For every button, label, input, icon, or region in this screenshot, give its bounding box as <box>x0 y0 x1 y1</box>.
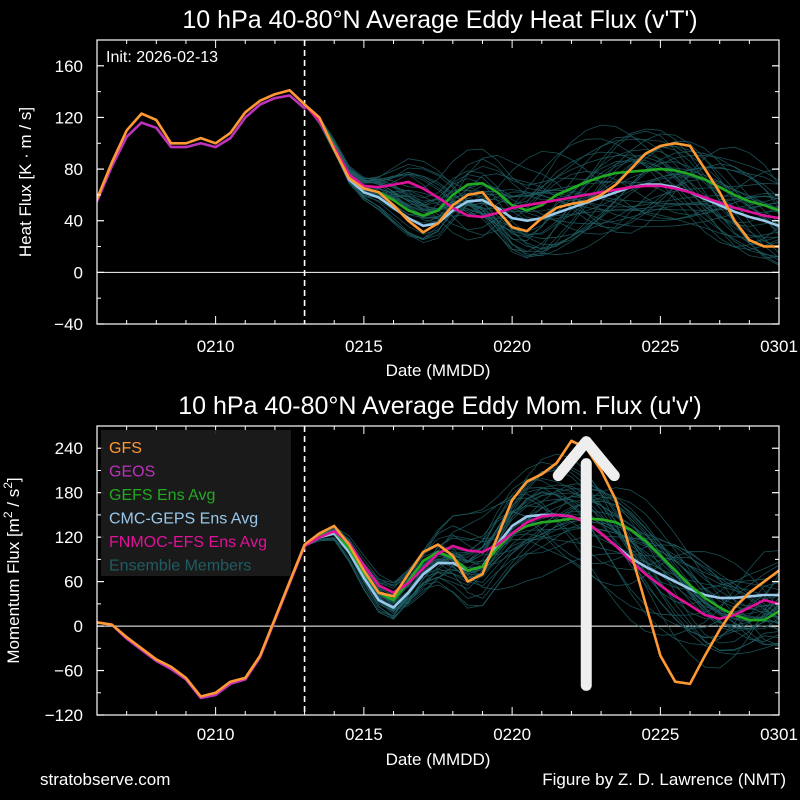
ensemble-member-line <box>304 486 779 613</box>
chart-panel-1: 10 hPa 40-80°N Average Eddy Heat Flux (v… <box>16 6 798 380</box>
ensemble-member-line <box>304 496 779 646</box>
x-tick-label: 0210 <box>197 337 235 356</box>
x-tick-label: 0301 <box>760 725 798 744</box>
y-tick-label: 240 <box>55 439 83 458</box>
ensemble-member-line <box>304 493 779 625</box>
plot-area <box>97 426 779 715</box>
y-tick-label: 120 <box>55 528 83 547</box>
ensemble-member-line <box>304 517 779 633</box>
series-line-geos <box>97 94 306 203</box>
series-line-gfs <box>97 89 779 248</box>
chart-title: 10 hPa 40-80°N Average Eddy Heat Flux (v… <box>182 6 697 34</box>
ensemble-member-line <box>304 461 779 651</box>
legend: GFS GEOS GEFS Ens Avg CMC-GEPS Ens Avg FNMOC… <box>101 430 291 576</box>
y-tick-label: −60 <box>54 662 83 681</box>
ensemble-member-line <box>304 104 779 236</box>
y-axis-label: Momentum Flux [m2 / s2] <box>1 477 23 663</box>
series-line-fnmoc-efs-ens-avg <box>303 513 779 621</box>
ensemble-member-line <box>304 468 779 639</box>
axes-frame <box>96 425 780 716</box>
y-tick-label: −120 <box>45 706 83 725</box>
x-tick-label: 0210 <box>197 725 235 744</box>
series-line-gfs <box>97 439 779 698</box>
ensemble-member-line <box>304 500 779 629</box>
ensemble-member-line <box>304 104 779 248</box>
init-annotation: Init: 2026-02-13 <box>106 49 218 66</box>
ensemble-member-line <box>304 478 779 629</box>
y-tick-label: 60 <box>64 573 83 592</box>
ensemble-member-line <box>304 487 779 613</box>
y-tick-label: 40 <box>64 212 83 231</box>
legend-entry: FNMOC-EFS Ens Avg <box>109 534 267 551</box>
ensemble-member-line <box>304 104 779 258</box>
y-tick-label: 0 <box>74 617 83 636</box>
ensemble-member-line <box>304 466 779 652</box>
footer-credit: Figure by Z. D. Lawrence (NMT) <box>542 770 786 789</box>
series-line-fnmoc-efs-ens-avg <box>303 103 779 220</box>
ensemble-member-line <box>304 104 779 261</box>
legend-box <box>101 430 291 576</box>
ensemble-member-line <box>304 104 779 212</box>
ensemble-member-line <box>304 104 779 215</box>
y-tick-label: 0 <box>74 263 83 282</box>
legend-entry: CMC-GEPS Ens Avg <box>109 511 258 528</box>
plot-area <box>97 40 779 324</box>
x-tick-label: 0225 <box>641 725 679 744</box>
y-tick-label: 160 <box>55 57 83 76</box>
ensemble-member-line <box>304 526 779 613</box>
y-tick-label: 180 <box>55 484 83 503</box>
ensemble-member-line <box>304 515 779 626</box>
x-tick-label: 0225 <box>641 337 679 356</box>
y-tick-label: −40 <box>54 315 83 334</box>
ensemble-member-line <box>304 478 779 655</box>
axes-frame <box>96 39 780 325</box>
x-tick-label: 0215 <box>345 725 383 744</box>
ensemble-member-line <box>304 104 779 235</box>
ensemble-member-line <box>304 104 779 266</box>
x-tick-label: 0220 <box>493 725 531 744</box>
legend-entry: GFS <box>109 440 142 457</box>
x-tick-label: 0301 <box>760 337 798 356</box>
y-axis-label: Heat Flux [K · m / s] <box>16 107 35 257</box>
chart-panel-2: 10 hPa 40-80°N Average Eddy Mom. Flux (u… <box>1 392 798 769</box>
x-tick-label: 0220 <box>493 337 531 356</box>
chart-title: 10 hPa 40-80°N Average Eddy Mom. Flux (u… <box>178 392 702 420</box>
ensemble-member-line <box>304 494 779 623</box>
legend-entry: GEFS Ens Avg <box>109 487 215 504</box>
x-axis-label: Date (MMDD) <box>386 750 491 769</box>
ensemble-member-line <box>304 519 779 625</box>
ensemble-member-line <box>304 104 779 257</box>
ensemble-member-line <box>304 498 779 624</box>
highlight-arrow-head <box>552 436 620 482</box>
ensemble-member-line <box>304 104 779 220</box>
y-tick-label: 80 <box>64 160 83 179</box>
y-tick-label: 120 <box>55 108 83 127</box>
legend-entry: Ensemble Members <box>109 558 251 575</box>
legend-entry: GEOS <box>109 464 155 481</box>
ensemble-member-line <box>304 104 779 253</box>
footer-source: stratobserve.com <box>40 770 171 789</box>
x-axis-label: Date (MMDD) <box>386 361 491 380</box>
x-tick-label: 0215 <box>345 337 383 356</box>
